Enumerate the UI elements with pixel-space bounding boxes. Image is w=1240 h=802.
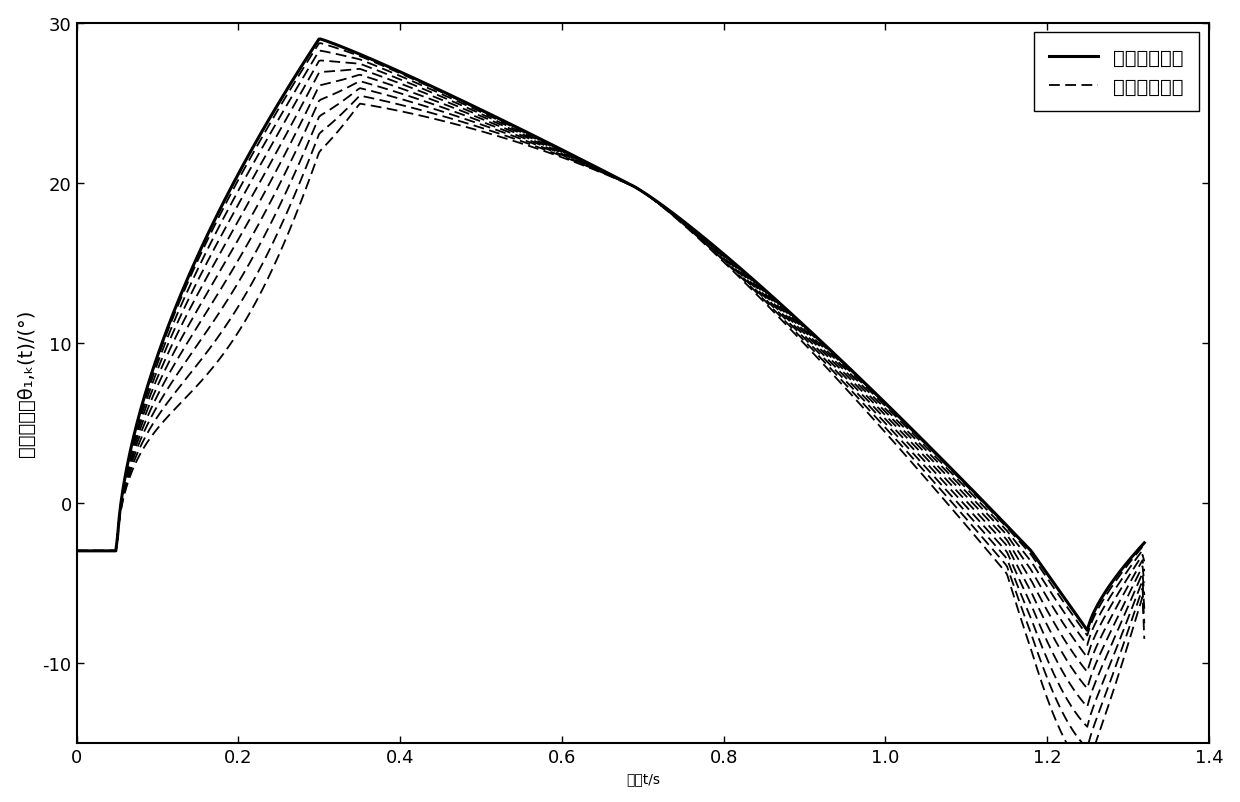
角度跟踪轨迹 — [352, 99, 367, 109]
角度跟踪轨迹 — [1080, 766, 1095, 776]
角度期望轨迹 — [875, 395, 890, 405]
角度跟踪轨迹 — [784, 326, 799, 335]
角度跟踪轨迹 — [554, 153, 569, 163]
角度跟踪轨迹 — [875, 424, 890, 434]
角度跟踪轨迹 — [1137, 634, 1152, 644]
角度跟踪轨迹 — [258, 279, 273, 289]
角度期望轨迹 — [701, 237, 715, 246]
角度期望轨迹 — [346, 47, 361, 57]
角度期望轨迹 — [69, 546, 84, 556]
Line: 角度期望轨迹: 角度期望轨迹 — [77, 40, 1145, 630]
角度跟踪轨迹 — [343, 111, 358, 120]
X-axis label: 时间t/s: 时间t/s — [626, 772, 660, 785]
Legend: 角度期望轨迹, 角度跟踪轨迹: 角度期望轨迹, 角度跟踪轨迹 — [1033, 34, 1199, 112]
角度期望轨迹 — [784, 310, 799, 319]
角度期望轨迹 — [258, 121, 273, 131]
Line: 角度跟踪轨迹: 角度跟踪轨迹 — [77, 104, 1145, 771]
角度期望轨迹 — [311, 35, 326, 45]
Y-axis label: 髋关节角度θ₁,ₖ(t)/(°): 髋关节角度θ₁,ₖ(t)/(°) — [16, 310, 36, 457]
角度期望轨迹 — [554, 145, 569, 155]
角度跟踪轨迹 — [701, 242, 715, 252]
角度期望轨迹 — [1080, 626, 1095, 635]
角度跟踪轨迹 — [69, 546, 84, 556]
角度期望轨迹 — [1137, 538, 1152, 548]
